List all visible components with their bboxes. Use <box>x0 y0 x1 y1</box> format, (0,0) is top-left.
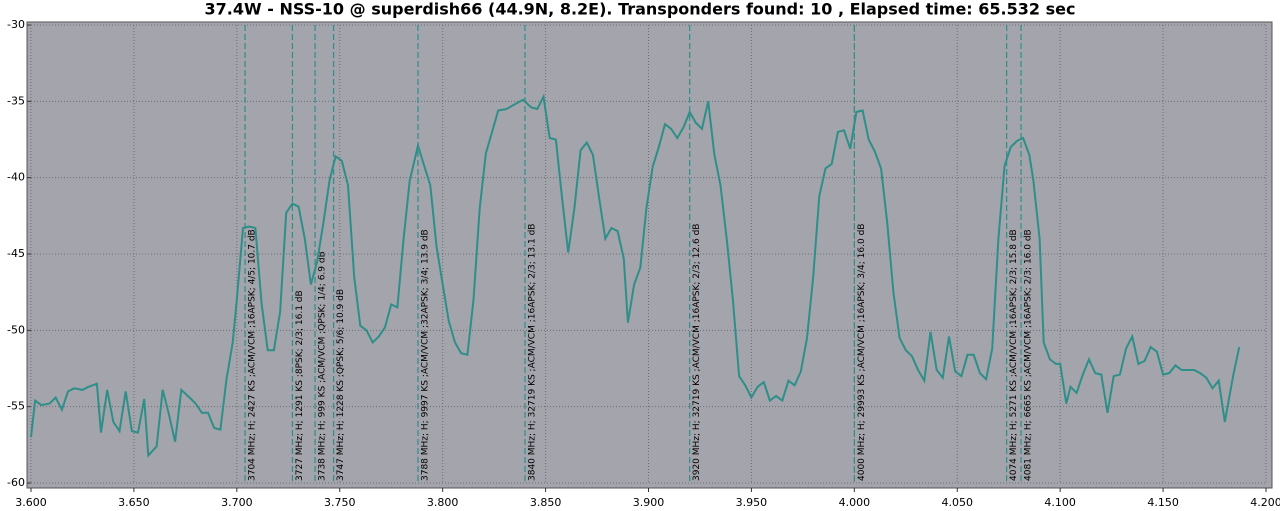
transponder-label: 4081 MHz; H; 6665 KS ;ACM/VCM ;16APSK; 2… <box>1024 229 1034 481</box>
x-tick-label: 3.600 <box>15 496 47 509</box>
x-tick-label: 4.200 <box>1250 496 1280 509</box>
x-tick-label: 3.850 <box>530 496 562 509</box>
transponder-label: 3747 MHz; H; 1228 KS ;QPSK; 5/6; 10.9 dB <box>336 289 346 481</box>
x-tick-label: 3.700 <box>221 496 253 509</box>
transponder-label: 3727 MHz; H; 1291 KS ;8PSK; 2/3; 16.1 dB <box>295 290 305 481</box>
y-tick-label: -35 <box>7 94 25 107</box>
x-tick-label: 4.000 <box>839 496 871 509</box>
x-tick-label: 3.950 <box>736 496 768 509</box>
y-tick-label: -50 <box>7 323 25 336</box>
x-tick-label: 4.100 <box>1044 496 1076 509</box>
y-tick-label: -45 <box>7 247 25 260</box>
transponder-label: 4074 MHz; H; 5271 KS ;ACM/VCM ;16APSK; 2… <box>1009 229 1019 481</box>
x-tick-label: 3.750 <box>324 496 356 509</box>
y-tick-label: -30 <box>7 18 25 31</box>
chart-title: 37.4W - NSS-10 @ superdish66 (44.9N, 8.2… <box>205 0 1076 19</box>
transponder-label: 3704 MHz; H; 2427 KS ;ACM/VCM ;16APSK; 4… <box>248 229 258 481</box>
x-tick-label: 4.050 <box>942 496 974 509</box>
y-tick-label: -60 <box>7 476 25 489</box>
y-tick-label: -40 <box>7 171 25 184</box>
transponder-label: 3788 MHz; H; 9997 KS ;ACM/VCM ;32APSK; 3… <box>420 229 430 481</box>
x-tick-label: 4.150 <box>1147 496 1179 509</box>
x-tick-label: 3.650 <box>118 496 150 509</box>
transponder-label: 3738 MHz; H; 999 KS ;ACM/VCM ;QPSK; 1/4;… <box>318 251 328 481</box>
x-tick-label: 3.900 <box>633 496 665 509</box>
plot-area <box>26 21 1273 489</box>
transponder-label: 4000 MHz; H; 29993 KS ;ACM/VCM ;16APSK; … <box>857 224 867 481</box>
y-tick-label: -55 <box>7 400 25 413</box>
x-tick-label: 3.800 <box>427 496 459 509</box>
transponder-label: 3920 MHz; H; 32719 KS ;ACM/VCM ;16APSK; … <box>692 224 702 481</box>
spectrum-line <box>30 93 1241 458</box>
transponder-label: 3840 MHz; H; 32719 KS ;ACM/VCM ;16APSK; … <box>528 224 538 481</box>
